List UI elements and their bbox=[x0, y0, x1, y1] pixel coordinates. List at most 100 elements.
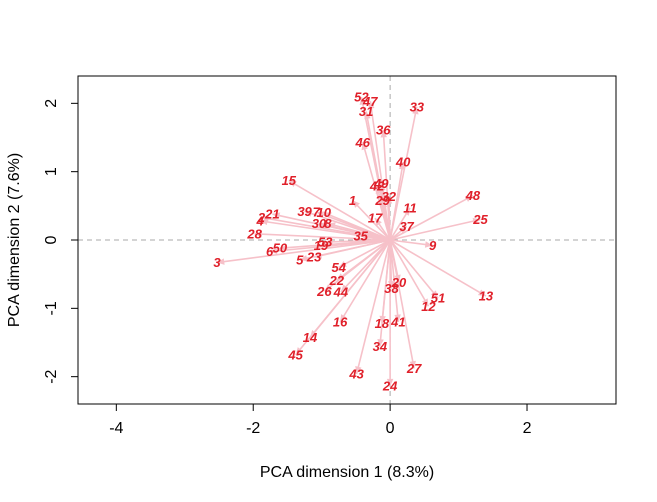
loading-arrow-17 bbox=[374, 217, 391, 241]
loading-arrow-34 bbox=[377, 239, 391, 347]
arrow-shaft bbox=[216, 239, 391, 264]
loading-arrow-43 bbox=[355, 239, 391, 375]
arrow-head bbox=[316, 211, 325, 218]
loading-arrow-53 bbox=[325, 238, 391, 246]
arrow-shaft bbox=[355, 239, 391, 375]
point-label-30: 30 bbox=[312, 216, 327, 231]
point-label-3: 3 bbox=[213, 255, 221, 270]
point-label-29: 29 bbox=[374, 193, 390, 208]
arrow-shaft bbox=[325, 239, 391, 243]
arrow-head bbox=[323, 212, 332, 219]
arrow-head bbox=[421, 298, 429, 307]
point-label-19: 19 bbox=[314, 238, 329, 253]
arrow-shaft bbox=[389, 218, 481, 241]
arrow-head bbox=[398, 226, 407, 234]
point-label-33: 33 bbox=[410, 99, 425, 114]
arrow-head bbox=[368, 101, 375, 109]
arrow-head bbox=[394, 314, 401, 322]
arrow-head bbox=[472, 217, 481, 225]
arrow-head bbox=[412, 106, 419, 115]
arrow-shaft bbox=[295, 239, 391, 356]
arrow-head bbox=[352, 200, 360, 208]
arrow-head bbox=[279, 244, 288, 251]
point-label-31: 31 bbox=[359, 104, 373, 119]
loading-arrow-15 bbox=[288, 179, 391, 241]
loading-arrow-41 bbox=[389, 239, 401, 323]
point-label-42: 42 bbox=[369, 179, 385, 194]
point-label-49: 49 bbox=[373, 176, 389, 191]
loading-arrow-51 bbox=[389, 239, 439, 299]
point-label-14: 14 bbox=[303, 330, 318, 345]
point-label-52: 52 bbox=[354, 90, 369, 105]
arrow-shaft bbox=[389, 161, 404, 241]
loading-arrow-9 bbox=[390, 239, 433, 248]
arrow-head bbox=[304, 210, 313, 217]
point-label-46: 46 bbox=[355, 135, 371, 150]
arrow-shaft bbox=[379, 239, 391, 347]
loading-arrow-44 bbox=[340, 239, 391, 293]
arrow-head bbox=[269, 247, 278, 255]
point-label-41: 41 bbox=[390, 315, 405, 330]
point-label-4: 4 bbox=[255, 213, 264, 228]
arrow-shaft bbox=[338, 239, 391, 269]
point-label-7: 7 bbox=[313, 204, 321, 219]
point-label-50: 50 bbox=[273, 241, 288, 256]
arrow-head bbox=[386, 378, 394, 387]
arrow-head bbox=[430, 290, 439, 299]
arrow-head bbox=[295, 347, 303, 355]
arrow-shaft bbox=[288, 179, 391, 241]
arrow-shaft bbox=[318, 222, 391, 241]
arrow-head bbox=[377, 339, 384, 347]
point-label-11: 11 bbox=[403, 200, 417, 215]
loading-arrow-23 bbox=[313, 239, 391, 259]
arrow-shaft bbox=[351, 199, 391, 241]
arrow-head bbox=[325, 238, 333, 246]
point-label-44: 44 bbox=[333, 284, 349, 299]
arrow-head bbox=[361, 142, 368, 151]
plot-frame bbox=[77, 75, 617, 405]
arrow-shaft bbox=[389, 239, 430, 307]
arrow-head bbox=[380, 129, 387, 138]
point-label-24: 24 bbox=[382, 379, 398, 394]
y-tick-label: -2 bbox=[43, 369, 60, 383]
arrow-head bbox=[216, 258, 225, 265]
loading-arrow-40 bbox=[389, 161, 406, 241]
point-label-43: 43 bbox=[348, 366, 364, 381]
loading-arrow-3 bbox=[216, 239, 391, 265]
point-label-17: 17 bbox=[368, 211, 383, 226]
loading-arrow-1 bbox=[351, 199, 391, 241]
arrow-head bbox=[338, 261, 347, 268]
arrow-head bbox=[398, 162, 406, 170]
arrow-head bbox=[314, 252, 322, 259]
point-label-34: 34 bbox=[373, 339, 388, 354]
arrow-shaft bbox=[304, 210, 391, 241]
arrow-head bbox=[477, 289, 486, 297]
loading-arrow-46 bbox=[361, 142, 391, 241]
arrow-head bbox=[340, 314, 347, 322]
point-label-23: 23 bbox=[306, 250, 322, 265]
loading-arrow-36 bbox=[380, 129, 391, 241]
point-label-12: 12 bbox=[421, 299, 436, 314]
point-label-54: 54 bbox=[332, 260, 347, 275]
arrow-head bbox=[388, 281, 395, 289]
arrow-head bbox=[324, 284, 333, 292]
loading-arrow-11 bbox=[389, 207, 411, 241]
point-label-38: 38 bbox=[384, 281, 399, 296]
point-label-5: 5 bbox=[296, 252, 304, 267]
arrow-head bbox=[318, 222, 327, 229]
arrow-head bbox=[254, 230, 263, 238]
arrow-shaft bbox=[360, 97, 391, 241]
point-label-9: 9 bbox=[429, 238, 437, 253]
loading-arrow-12 bbox=[389, 239, 430, 307]
arrow-head bbox=[272, 212, 281, 219]
loading-arrow-27 bbox=[389, 239, 416, 369]
loading-arrow-30 bbox=[318, 222, 391, 241]
point-label-27: 27 bbox=[406, 361, 422, 376]
point-label-28: 28 bbox=[246, 226, 262, 241]
point-label-37: 37 bbox=[399, 219, 414, 234]
loading-arrow-35 bbox=[360, 233, 391, 241]
point-label-21: 21 bbox=[264, 207, 279, 222]
loading-arrow-45 bbox=[295, 239, 391, 356]
y-tick-label: 0 bbox=[43, 235, 60, 244]
